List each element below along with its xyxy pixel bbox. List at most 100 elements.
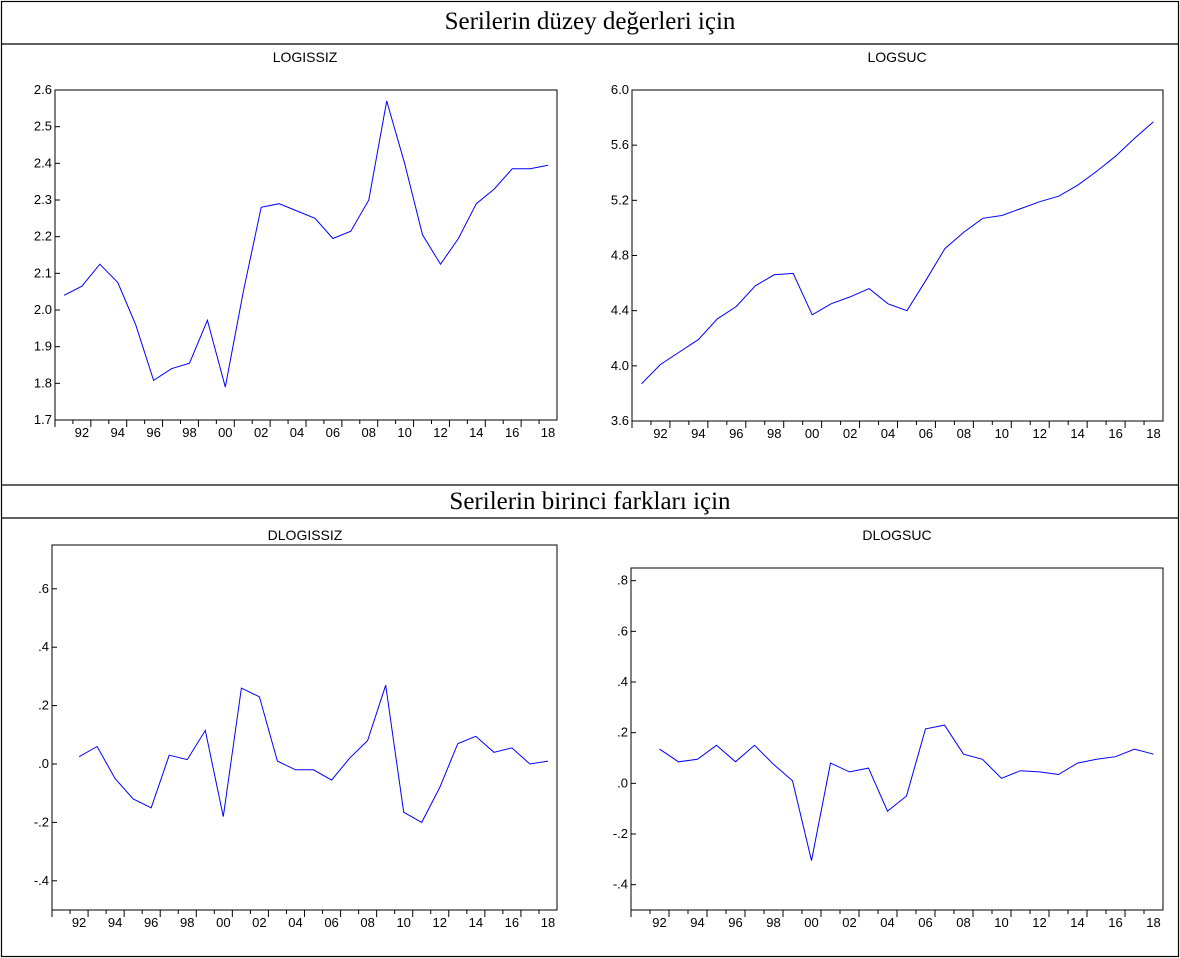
x-tick-label: 98 bbox=[182, 425, 196, 440]
y-tick-label: .0 bbox=[38, 756, 49, 771]
x-tick-label: 94 bbox=[690, 915, 704, 930]
x-tick-label: 92 bbox=[652, 915, 666, 930]
x-tick-label: 06 bbox=[918, 915, 932, 930]
x-tick-label: 18 bbox=[541, 425, 555, 440]
y-tick-label: 4.0 bbox=[611, 358, 629, 373]
x-tick-label: 16 bbox=[505, 425, 519, 440]
x-tick-label: 10 bbox=[995, 426, 1009, 441]
y-tick-label: 2.4 bbox=[34, 155, 52, 170]
y-tick-label: .6 bbox=[38, 581, 49, 596]
chart-title: LOGSUC bbox=[867, 49, 926, 65]
x-tick-label: 14 bbox=[469, 425, 483, 440]
y-tick-label: 5.2 bbox=[611, 192, 629, 207]
series-line bbox=[659, 724, 1154, 861]
x-tick-label: 16 bbox=[505, 915, 519, 930]
x-tick-label: 14 bbox=[1070, 426, 1084, 441]
x-tick-label: 12 bbox=[433, 425, 447, 440]
x-tick-label: 00 bbox=[804, 915, 818, 930]
y-tick-label: .0 bbox=[617, 775, 628, 790]
y-tick-label: 2.0 bbox=[34, 302, 52, 317]
x-tick-label: 00 bbox=[805, 426, 819, 441]
x-tick-label: 98 bbox=[767, 426, 781, 441]
x-tick-label: 02 bbox=[252, 915, 266, 930]
x-tick-label: 14 bbox=[469, 915, 483, 930]
y-tick-label: 1.7 bbox=[34, 412, 52, 427]
x-tick-label: 04 bbox=[881, 426, 895, 441]
x-tick-label: 94 bbox=[108, 915, 122, 930]
x-tick-label: 18 bbox=[541, 915, 555, 930]
x-tick-label: 16 bbox=[1108, 426, 1122, 441]
y-tick-label: -.4 bbox=[34, 873, 49, 888]
x-tick-label: 92 bbox=[653, 426, 667, 441]
x-tick-label: 08 bbox=[957, 426, 971, 441]
y-tick-label: 5.6 bbox=[611, 137, 629, 152]
section-title-first-differences: Serilerin birinci farkları için bbox=[449, 488, 731, 515]
y-tick-label: 2.6 bbox=[34, 82, 52, 97]
y-tick-label: 4.8 bbox=[611, 248, 629, 263]
x-tick-label: 12 bbox=[1032, 915, 1046, 930]
x-tick-label: 98 bbox=[180, 915, 194, 930]
x-tick-label: 08 bbox=[360, 915, 374, 930]
x-tick-label: 98 bbox=[766, 915, 780, 930]
y-tick-label: 2.5 bbox=[34, 119, 52, 134]
y-tick-label: 1.8 bbox=[34, 375, 52, 390]
x-tick-label: 04 bbox=[290, 425, 304, 440]
x-tick-label: 06 bbox=[324, 915, 338, 930]
x-tick-label: 02 bbox=[254, 425, 268, 440]
y-tick-label: 3.6 bbox=[611, 413, 629, 428]
x-tick-label: 08 bbox=[956, 915, 970, 930]
chart-title: DLOGISSIZ bbox=[268, 527, 343, 543]
x-tick-label: 16 bbox=[1108, 915, 1122, 930]
x-tick-label: 02 bbox=[842, 915, 856, 930]
y-tick-label: -.4 bbox=[613, 877, 628, 892]
x-tick-label: 96 bbox=[144, 915, 158, 930]
x-tick-label: 04 bbox=[288, 915, 302, 930]
x-tick-label: 96 bbox=[728, 915, 742, 930]
x-tick-label: 04 bbox=[880, 915, 894, 930]
y-tick-label: 2.2 bbox=[34, 229, 52, 244]
x-tick-label: 12 bbox=[433, 915, 447, 930]
y-tick-label: 6.0 bbox=[611, 82, 629, 97]
y-tick-label: .6 bbox=[617, 623, 628, 638]
x-tick-label: 92 bbox=[72, 915, 86, 930]
chart-title: DLOGSUC bbox=[862, 527, 931, 543]
x-tick-label: 92 bbox=[75, 425, 89, 440]
x-tick-label: 00 bbox=[216, 915, 230, 930]
y-tick-label: .2 bbox=[38, 698, 49, 713]
x-tick-label: 02 bbox=[843, 426, 857, 441]
section-title-levels: Serilerin düzey değerleri için bbox=[444, 8, 736, 35]
y-tick-label: .8 bbox=[617, 573, 628, 588]
x-tick-label: 96 bbox=[729, 426, 743, 441]
y-tick-label: 2.1 bbox=[34, 265, 52, 280]
series-line bbox=[63, 100, 549, 388]
y-tick-label: 4.4 bbox=[611, 303, 629, 318]
x-tick-label: 14 bbox=[1070, 915, 1084, 930]
plot-area bbox=[630, 567, 1164, 911]
y-tick-label: .4 bbox=[617, 674, 628, 689]
x-tick-label: 06 bbox=[326, 425, 340, 440]
x-tick-label: 94 bbox=[691, 426, 705, 441]
series-line bbox=[78, 685, 549, 824]
x-tick-label: 96 bbox=[146, 425, 160, 440]
x-tick-label: 00 bbox=[218, 425, 232, 440]
series-line bbox=[641, 121, 1154, 385]
y-tick-label: -.2 bbox=[613, 826, 628, 841]
x-tick-label: 10 bbox=[396, 915, 410, 930]
x-tick-label: 18 bbox=[1146, 426, 1160, 441]
x-tick-label: 18 bbox=[1146, 915, 1160, 930]
y-tick-label: .4 bbox=[38, 639, 49, 654]
y-tick-label: 1.9 bbox=[34, 339, 52, 354]
x-tick-label: 06 bbox=[919, 426, 933, 441]
chart-title: LOGISSIZ bbox=[273, 49, 338, 65]
x-tick-label: 08 bbox=[362, 425, 376, 440]
x-tick-label: 12 bbox=[1032, 426, 1046, 441]
y-tick-label: .2 bbox=[617, 725, 628, 740]
y-tick-label: -.2 bbox=[34, 814, 49, 829]
x-tick-label: 10 bbox=[397, 425, 411, 440]
x-tick-label: 10 bbox=[994, 915, 1008, 930]
